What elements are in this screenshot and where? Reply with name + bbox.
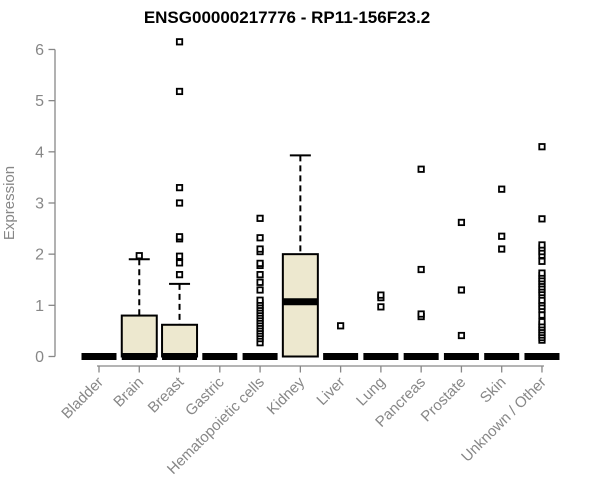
boxplot-prostate	[443, 218, 479, 360]
outlier-point	[256, 296, 264, 304]
median-line	[484, 353, 520, 360]
median-line	[202, 353, 238, 360]
plot-area: 0 1 2 3 4 5 6 Bladder BrainBreastGastricHematopo…	[35, 38, 560, 478]
box-iqr	[281, 253, 319, 358]
outlier-point	[417, 310, 425, 318]
x-tick-label-skin: Skin	[477, 374, 510, 407]
y-tick-label: 5	[35, 93, 44, 110]
x-tick-label-liver: Liver	[313, 374, 348, 409]
outlier-point	[337, 322, 345, 330]
x-tick-label-breast: Breast	[145, 373, 188, 416]
outlier-point	[256, 271, 264, 279]
outlier-point	[175, 271, 184, 279]
median-line	[363, 353, 399, 360]
y-axis-label: Expression	[1, 166, 18, 240]
boxplot-liver	[323, 322, 359, 360]
outlier-point	[538, 318, 546, 326]
boxplot-breast	[161, 38, 199, 360]
outlier-point	[457, 286, 466, 294]
outlier-point	[538, 311, 546, 319]
median-line	[242, 353, 278, 360]
median-line	[81, 353, 117, 360]
box-iqr	[120, 314, 158, 358]
outlier-point	[498, 245, 506, 253]
x-tick-label-brain: Brain	[110, 374, 147, 411]
boxplot-brain	[120, 252, 158, 360]
outlier-point	[538, 269, 546, 277]
median-line	[282, 298, 318, 306]
x-tick-label-kidney: Kidney	[264, 373, 309, 418]
x-tick-label-lung: Lung	[353, 374, 389, 410]
outlier-point	[498, 232, 506, 240]
outlier-point	[256, 259, 264, 267]
median-line	[323, 353, 359, 360]
boxplot-bladder	[81, 353, 117, 360]
outlier-point	[538, 143, 546, 151]
y-tick-label: 3	[35, 195, 44, 212]
outlier-point	[417, 165, 425, 173]
boxplot-lung	[363, 291, 399, 360]
boxplot-pancreas	[403, 165, 439, 360]
median-line	[403, 353, 439, 360]
outlier-point	[175, 233, 184, 241]
outlier-point	[498, 185, 506, 193]
y-tick-label: 2	[35, 247, 44, 264]
outlier-point	[538, 257, 546, 265]
outlier-point	[175, 87, 184, 96]
outlier-point	[377, 303, 385, 311]
outlier-point	[538, 241, 546, 249]
median-line	[443, 353, 479, 360]
boxplot-skin	[484, 185, 520, 360]
outlier-point	[538, 215, 546, 223]
outlier-point	[175, 259, 184, 267]
outlier-point	[135, 252, 143, 260]
x-tick-label-prostate: Prostate	[418, 374, 470, 426]
outlier-point	[377, 291, 385, 299]
outlier-point	[256, 234, 264, 242]
outlier-point	[256, 214, 264, 222]
median-line	[162, 353, 198, 360]
y-tick-label: 6	[35, 42, 44, 59]
y-tick-label: 1	[35, 298, 44, 315]
y-tick-label: 4	[35, 144, 44, 161]
box-iqr	[161, 323, 199, 358]
x-tick-label-bladder: Bladder	[58, 374, 107, 423]
outlier-point	[457, 331, 466, 340]
outlier-point	[175, 199, 184, 207]
median-line	[121, 353, 157, 360]
chart-title: ENSG00000217776 - RP11-156F23.2	[144, 8, 430, 27]
outlier-point	[417, 265, 425, 274]
boxplot-gastric	[202, 353, 238, 360]
outlier-point	[256, 286, 264, 294]
boxplot-kidney	[281, 154, 319, 358]
outlier-point	[175, 184, 184, 192]
outlier-point	[175, 38, 184, 46]
outlier-point	[256, 245, 264, 253]
boxplot-hematopoietic-cells	[242, 214, 278, 360]
boxplot-unknown-other	[524, 143, 560, 360]
outlier-point	[256, 278, 264, 286]
outlier-point	[457, 218, 466, 227]
median-line	[524, 353, 560, 360]
outlier-point	[175, 252, 184, 260]
y-axis: 0 1 2 3 4 5 6	[35, 42, 56, 366]
y-tick-label: 0	[35, 349, 44, 366]
